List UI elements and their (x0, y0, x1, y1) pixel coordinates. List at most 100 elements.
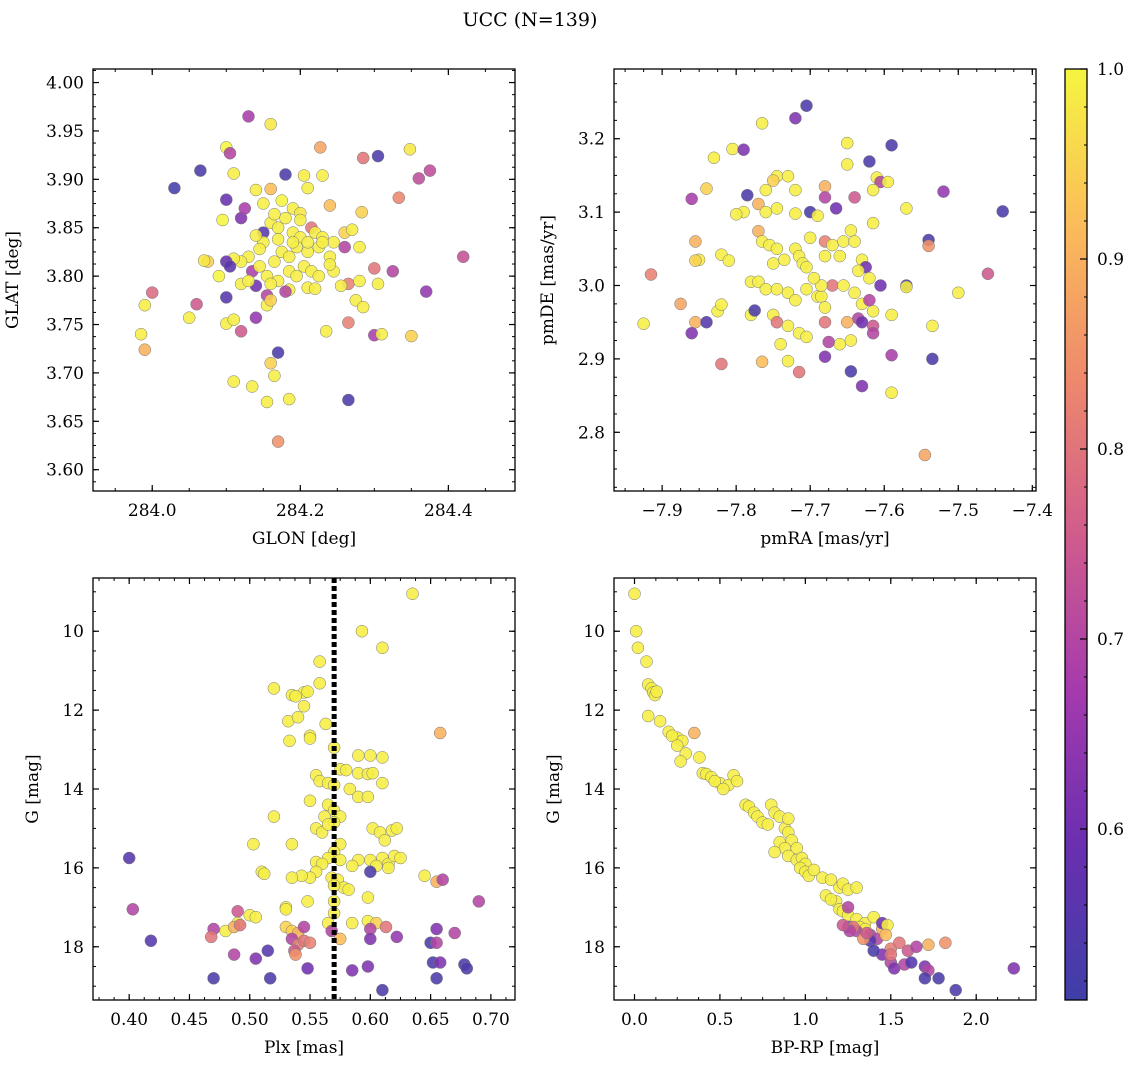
scatter-point (268, 207, 281, 221)
scatter-point (939, 936, 952, 950)
scatter-point (364, 749, 377, 762)
scatter-point (271, 435, 285, 448)
scatter-point (759, 205, 773, 219)
scatter-point (885, 348, 898, 362)
scatter-point (223, 146, 237, 160)
scatter-point (212, 269, 226, 283)
scatter-point (430, 936, 443, 950)
scatter-point (242, 274, 255, 288)
scatter-point (855, 315, 869, 329)
scatter-point (312, 269, 326, 283)
y-tick-label: 3.1 (578, 203, 605, 223)
scatter-point (674, 755, 687, 768)
scatter-point (637, 317, 650, 330)
scatter-point (345, 916, 359, 930)
scatter-point (263, 972, 277, 985)
scatter-point (922, 938, 935, 952)
scatter-point (766, 174, 780, 187)
scatter-point (126, 903, 140, 916)
scatter-point (260, 395, 274, 409)
scatter-point (233, 918, 247, 932)
y-tick-label: 3.75 (46, 316, 84, 336)
scatter-point (405, 329, 418, 343)
scatter-point (848, 286, 861, 300)
scatter-point (423, 164, 437, 177)
scatter-point (693, 751, 706, 764)
x-tick-label: 0.60 (351, 1010, 389, 1030)
scatter-point (207, 972, 220, 985)
scatter-point (314, 141, 327, 154)
scatter-point (885, 386, 898, 399)
scatter-point (800, 282, 813, 296)
panel-plx-g: 0.40 0.45 0.50 0.55 0.60 0.65 0.70 10 12 14 16 18 Pl… (23, 577, 516, 1058)
x-axis-label: BP-RP [mag] (771, 1038, 880, 1058)
scatter-point (418, 869, 431, 883)
scatter-points (637, 99, 1009, 462)
scatter-point (685, 192, 698, 206)
scatter-point (297, 699, 311, 713)
scatter-point (818, 350, 832, 363)
scatter-point (949, 983, 962, 997)
scatter-point (855, 379, 869, 393)
scatter-point (837, 279, 850, 292)
x-tick-label: 0.5 (706, 1010, 733, 1030)
y-tick-label: 10 (62, 622, 84, 642)
y-tick-label: 18 (62, 938, 84, 958)
scatter-point (261, 944, 275, 957)
scatter-point (800, 99, 813, 112)
scatter-point (631, 641, 645, 655)
axes-frame (613, 68, 1037, 492)
scatter-point (818, 191, 832, 204)
x-tick-label: 284.4 (424, 501, 473, 521)
panel-pmra-pmde: −7.9 −7.8 −7.7 −7.6 −7.5 −7.4 2.8 2.9 3.0 3.1 3.2 p… (538, 68, 1053, 549)
scatter-point (766, 257, 780, 270)
scatter-point (789, 207, 802, 220)
x-tick-label: 284.0 (128, 501, 177, 521)
scatter-point (319, 717, 332, 731)
scatter-point (379, 920, 393, 934)
x-tick-label: 2.0 (963, 1010, 990, 1030)
scatter-point (371, 149, 385, 163)
scatter-point (863, 271, 876, 285)
scatter-point (833, 249, 847, 263)
scatter-point (781, 169, 795, 183)
scatter-point (866, 304, 880, 318)
scatter-point (412, 172, 426, 185)
scatter-point (390, 930, 404, 944)
scatter-point (264, 294, 277, 307)
scatter-point (249, 183, 263, 197)
x-tick-label: 284.2 (276, 501, 325, 521)
scatter-point (197, 254, 211, 267)
scatter-point (378, 834, 392, 847)
scatter-point (138, 343, 152, 356)
scatter-point (134, 327, 148, 341)
scatter-point (741, 188, 754, 202)
scatter-point (342, 316, 355, 329)
y-tick-label: 18 (583, 938, 605, 958)
scatter-point (286, 236, 300, 249)
scatter-point (665, 729, 679, 743)
scatter-point (345, 223, 359, 236)
scatter-point (323, 258, 337, 271)
y-axis-label: G [mag] (23, 754, 43, 823)
scatter-point (824, 873, 838, 886)
scatter-point (406, 587, 419, 601)
scatter-point (290, 269, 303, 283)
colorbar-tick-label: 1.0 (1097, 60, 1124, 80)
scatter-point (433, 726, 447, 740)
scatter-point (247, 837, 260, 851)
scatter-point (807, 271, 821, 285)
scatter-point (640, 655, 653, 668)
scatter-point (893, 936, 906, 950)
scatter-point (866, 326, 880, 340)
y-tick-label: 3.0 (578, 277, 605, 297)
scatter-point (818, 249, 832, 263)
scatter-point (837, 235, 850, 248)
scatter-point (818, 301, 832, 314)
scatter-point (289, 948, 302, 961)
plot-area (93, 69, 515, 491)
x-tick-label: −7.8 (716, 501, 757, 521)
scatter-point (249, 229, 263, 242)
scatter-point (885, 139, 898, 152)
scatter-point (818, 315, 832, 329)
